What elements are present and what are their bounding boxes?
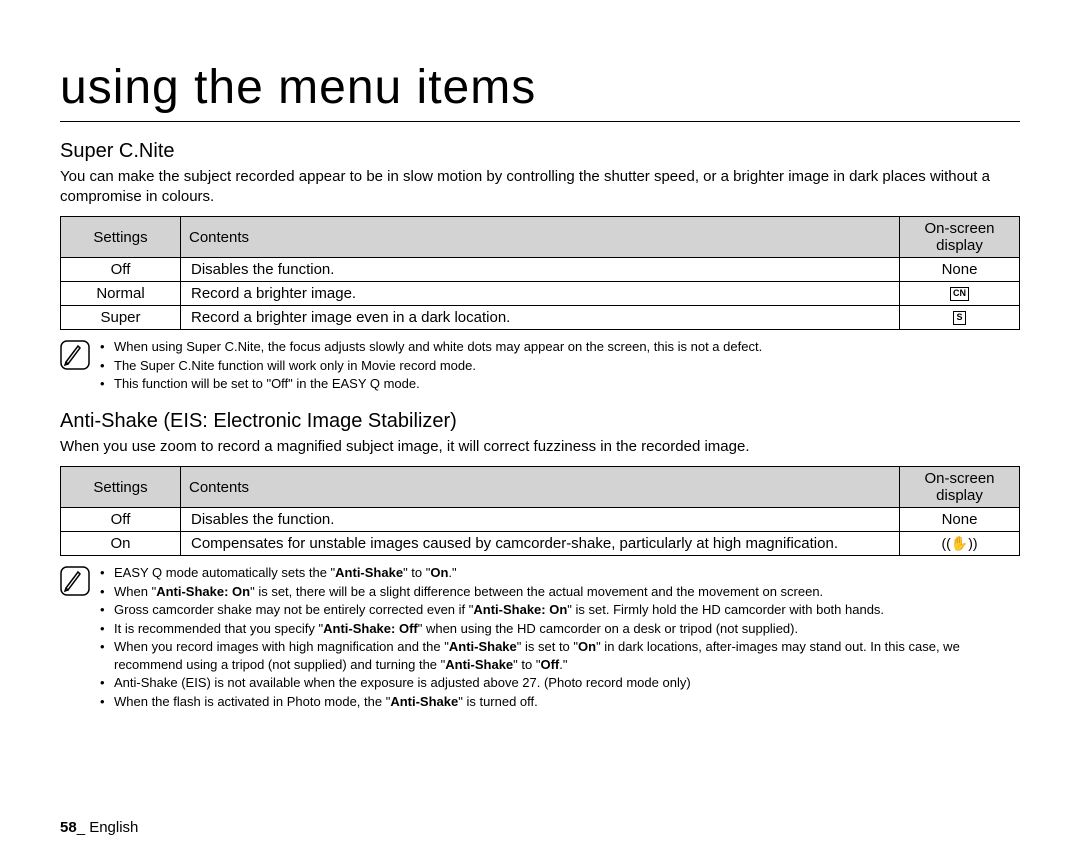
th-display2: On-screen display [900,467,1020,508]
page-footer: 58_ English [60,819,138,836]
note-icon [60,566,90,596]
th-contents2: Contents [181,467,900,508]
page-language: English [89,819,138,836]
note-item: EASY Q mode automatically sets the "Anti… [100,564,1020,582]
th-display: On-screen display [900,217,1020,258]
section2-title: Anti-Shake (EIS: Electronic Image Stabil… [60,410,1020,433]
anti-shake-icon: ((✋)) [941,535,977,551]
note-item: When the flash is activated in Photo mod… [100,693,1020,711]
section1-desc: You can make the subject recorded appear… [60,167,1020,206]
section2-desc: When you use zoom to record a magnified … [60,437,1020,457]
note-item: When using Super C.Nite, the focus adjus… [100,338,1020,356]
table-row: SuperRecord a brighter image even in a d… [61,306,1020,330]
note-icon [60,340,90,370]
note-item: It is recommended that you specify "Anti… [100,620,1020,638]
section1-table: Settings Contents On-screen display OffD… [60,216,1020,330]
th-settings2: Settings [61,467,181,508]
note-item: When you record images with high magnifi… [100,638,1020,673]
display-icon: S [953,311,965,325]
display-icon: CN [950,287,969,301]
note-item: The Super C.Nite function will work only… [100,357,1020,375]
note-item: Anti-Shake (EIS) is not available when t… [100,674,1020,692]
table-row: OffDisables the function.None [61,258,1020,282]
section1-title: Super C.Nite [60,140,1020,163]
table-row: OnCompensates for unstable images caused… [61,532,1020,556]
th-contents: Contents [181,217,900,258]
section1-notes: When using Super C.Nite, the focus adjus… [60,338,1020,394]
note-item: This function will be set to "Off" in th… [100,375,1020,393]
section2-notes: EASY Q mode automatically sets the "Anti… [60,564,1020,711]
page-title: using the menu items [60,60,1020,122]
table-row: NormalRecord a brighter image.CN [61,282,1020,306]
table-row: OffDisables the function.None [61,508,1020,532]
th-settings: Settings [61,217,181,258]
note-item: When "Anti-Shake: On" is set, there will… [100,583,1020,601]
section2-table: Settings Contents On-screen display OffD… [60,466,1020,556]
note-item: Gross camcorder shake may not be entirel… [100,601,1020,619]
page-number: 58 [60,819,77,836]
